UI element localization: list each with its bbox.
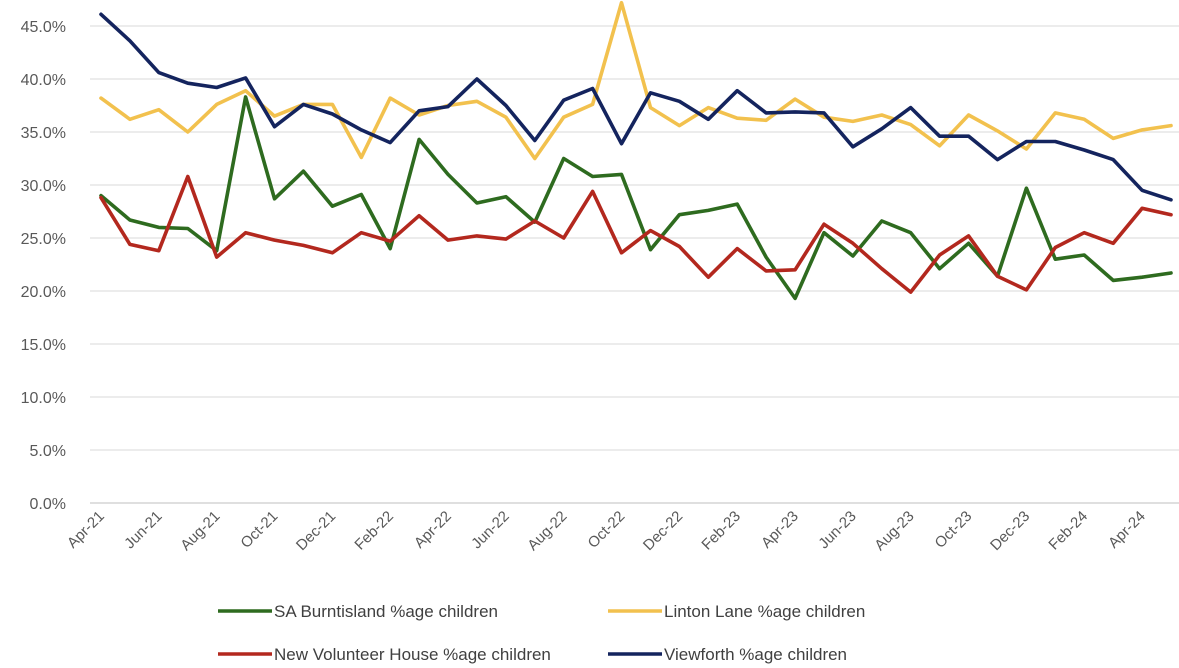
x-tick-label: Dec-22 [640,508,686,554]
x-tick-label: Feb-24 [1045,508,1091,554]
x-tick-label: Jun-22 [468,508,512,552]
x-tick-label: Aug-23 [871,508,917,554]
x-axis-ticks: Apr-21 Jun-21 Aug-21 Oct-21 Dec-21 Feb-22 Apr-… [64,508,1149,554]
legend-label: SA Burntisland %age children [274,602,498,621]
x-tick-label: Jun-21 [121,508,165,552]
legend: SA Burntisland %age children Linton Lane … [218,602,865,664]
y-tick-label: 35.0% [21,125,66,142]
y-tick-label: 10.0% [21,390,66,407]
x-tick-label: Oct-23 [932,508,976,552]
x-tick-label: Apr-21 [64,508,108,552]
x-tick-label: Aug-22 [524,508,570,554]
x-tick-label: Feb-22 [351,508,397,554]
y-tick-label: 0.0% [30,496,66,513]
y-tick-label: 40.0% [21,72,66,89]
y-tick-label: 25.0% [21,231,66,248]
series-lines [99,0,1173,301]
y-tick-label: 5.0% [30,443,66,460]
legend-label: Linton Lane %age children [664,602,865,621]
y-tick-label: 20.0% [21,284,66,301]
x-tick-label: Apr-22 [411,508,455,552]
x-tick-label: Apr-23 [758,508,802,552]
y-tick-label: 45.0% [21,19,66,36]
x-tick-label: Jun-23 [815,508,859,552]
y-tick-label: 15.0% [21,337,66,354]
y-tick-label: 30.0% [21,178,66,195]
series-line [99,174,1173,294]
x-tick-label: Dec-21 [293,508,339,554]
x-tick-label: Dec-23 [987,508,1033,554]
legend-label: Viewforth %age children [664,645,847,664]
x-tick-label: Apr-24 [1105,508,1149,552]
y-axis-ticks: 0.0% 5.0% 10.0% 15.0% 20.0% 25.0% 30.0% 35.0% 40… [21,19,66,513]
x-tick-label: Aug-21 [177,508,223,554]
series-line [99,0,1173,161]
x-tick-label: Oct-21 [237,508,281,552]
legend-label: New Volunteer House %age children [274,645,551,664]
series-line [99,95,1173,301]
series-line [99,12,1173,202]
x-tick-label: Feb-23 [698,508,744,554]
x-tick-label: Oct-22 [585,508,629,552]
